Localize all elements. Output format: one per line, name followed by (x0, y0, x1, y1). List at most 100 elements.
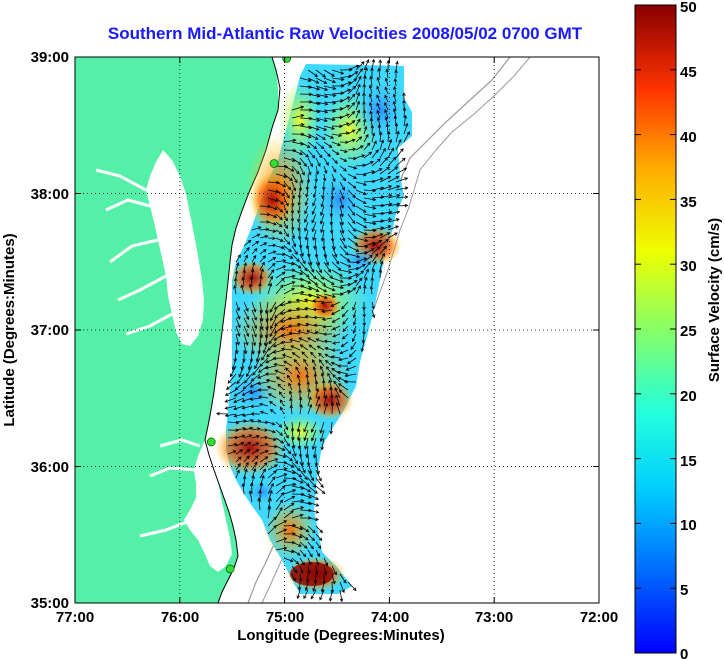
velocity-vector-head (298, 474, 303, 478)
velocity-vector-head (304, 236, 309, 241)
velocity-vector (291, 500, 304, 503)
velocity-vector (312, 300, 325, 303)
velocity-vector (283, 189, 290, 199)
velocity-vector (370, 286, 373, 295)
velocity-vector-head (279, 238, 284, 242)
velocity-vector (322, 309, 333, 313)
velocity-vector-head (340, 230, 345, 234)
velocity-vector-head (360, 348, 365, 353)
velocity-vector (363, 134, 369, 143)
velocity-vector-head (369, 117, 374, 122)
velocity-vector-head (270, 269, 275, 273)
velocity-vector (291, 277, 304, 281)
velocity-vector (283, 229, 289, 237)
radar-site-marker (282, 57, 292, 63)
velocity-vector (339, 96, 350, 103)
velocity-vector-head (318, 537, 323, 541)
velocity-vector (347, 102, 355, 111)
velocity-vector-head (271, 476, 276, 481)
velocity-vector-head (332, 86, 337, 90)
velocity-vector-head (366, 142, 371, 147)
velocity-vector (315, 93, 328, 98)
velocity-vector (355, 101, 360, 111)
velocity-vector (355, 76, 362, 87)
velocity-vector (339, 81, 352, 87)
velocity-vector-head (355, 64, 360, 68)
velocity-vector-head (371, 170, 376, 174)
velocity-vector (235, 270, 238, 279)
velocity-vector (299, 397, 302, 407)
velocity-vector-head (290, 262, 295, 266)
velocity-vector-head (339, 273, 343, 277)
velocity-vector (307, 285, 319, 292)
velocity-vector (289, 332, 301, 335)
velocity-vector-head (286, 443, 290, 447)
velocity-vector (323, 157, 329, 166)
velocity-vector-head (248, 434, 253, 438)
velocity-vector-head (279, 432, 284, 436)
velocity-vector-head (368, 84, 373, 89)
velocity-vector (331, 189, 333, 200)
velocity-vector-head (385, 238, 389, 243)
velocity-vector (339, 237, 347, 249)
velocity-vector (275, 538, 287, 543)
velocity-vector-head (331, 187, 335, 192)
colorbar-tick-label: 0 (680, 646, 688, 659)
velocity-vector (311, 421, 317, 433)
velocity-vector-head (350, 346, 354, 351)
velocity-vector-head (331, 368, 335, 372)
velocity-vector (315, 117, 328, 122)
velocity-vector-head (393, 85, 397, 90)
grid-lines (75, 57, 599, 603)
velocity-vector-head (333, 380, 337, 385)
velocity-vector (379, 246, 387, 255)
velocity-vector-head (331, 126, 336, 130)
velocity-vector-head (359, 68, 363, 72)
velocity-vector-head (237, 315, 241, 320)
delaware-bay (272, 57, 292, 110)
velocity-vector (323, 245, 327, 258)
velocity-vector (299, 573, 302, 582)
velocity-vector-head (324, 562, 329, 567)
velocity-vector-head (330, 196, 335, 200)
velocity-vector-head (394, 232, 398, 236)
velocity-vector-head (308, 403, 313, 408)
velocity-vector (332, 333, 341, 337)
velocity-vector-head (256, 233, 261, 237)
velocity-vector-head (242, 386, 247, 390)
velocity-vector (299, 245, 304, 257)
velocity-vector-head (255, 442, 260, 446)
velocity-vector (395, 177, 408, 183)
velocity-vector-head (299, 271, 304, 275)
velocity-vector (261, 349, 269, 361)
velocity-vector (387, 185, 400, 191)
velocity-vector-head (340, 221, 344, 226)
velocity-vector (310, 589, 317, 599)
velocity-vector-head (345, 122, 350, 126)
velocity-vector (387, 166, 398, 175)
velocity-vector (307, 109, 320, 113)
velocity-vector (395, 167, 407, 175)
velocity-vector (267, 229, 276, 232)
velocity-vector (267, 476, 276, 487)
velocity-vector-head (312, 194, 317, 199)
velocity-vector-head (289, 404, 294, 409)
velocity-vector (339, 122, 350, 127)
velocity-vector-head (352, 314, 357, 319)
velocity-vector (393, 86, 397, 95)
velocity-vector-head (243, 262, 247, 267)
velocity-vector-head (321, 309, 326, 314)
velocity-vector-head (235, 428, 240, 433)
velocity-vector (371, 187, 384, 191)
velocity-vector (235, 254, 241, 263)
velocity-vector (297, 330, 309, 335)
velocity-vector-head (232, 450, 237, 454)
velocity-vector (306, 445, 309, 458)
velocity-vector (355, 110, 360, 119)
velocity-vector (313, 317, 325, 319)
velocity-vector-head (250, 378, 255, 382)
velocity-vector (323, 133, 334, 139)
velocity-vector (283, 503, 295, 511)
velocity-vector-head (340, 77, 345, 82)
velocity-vector-head (306, 381, 310, 385)
